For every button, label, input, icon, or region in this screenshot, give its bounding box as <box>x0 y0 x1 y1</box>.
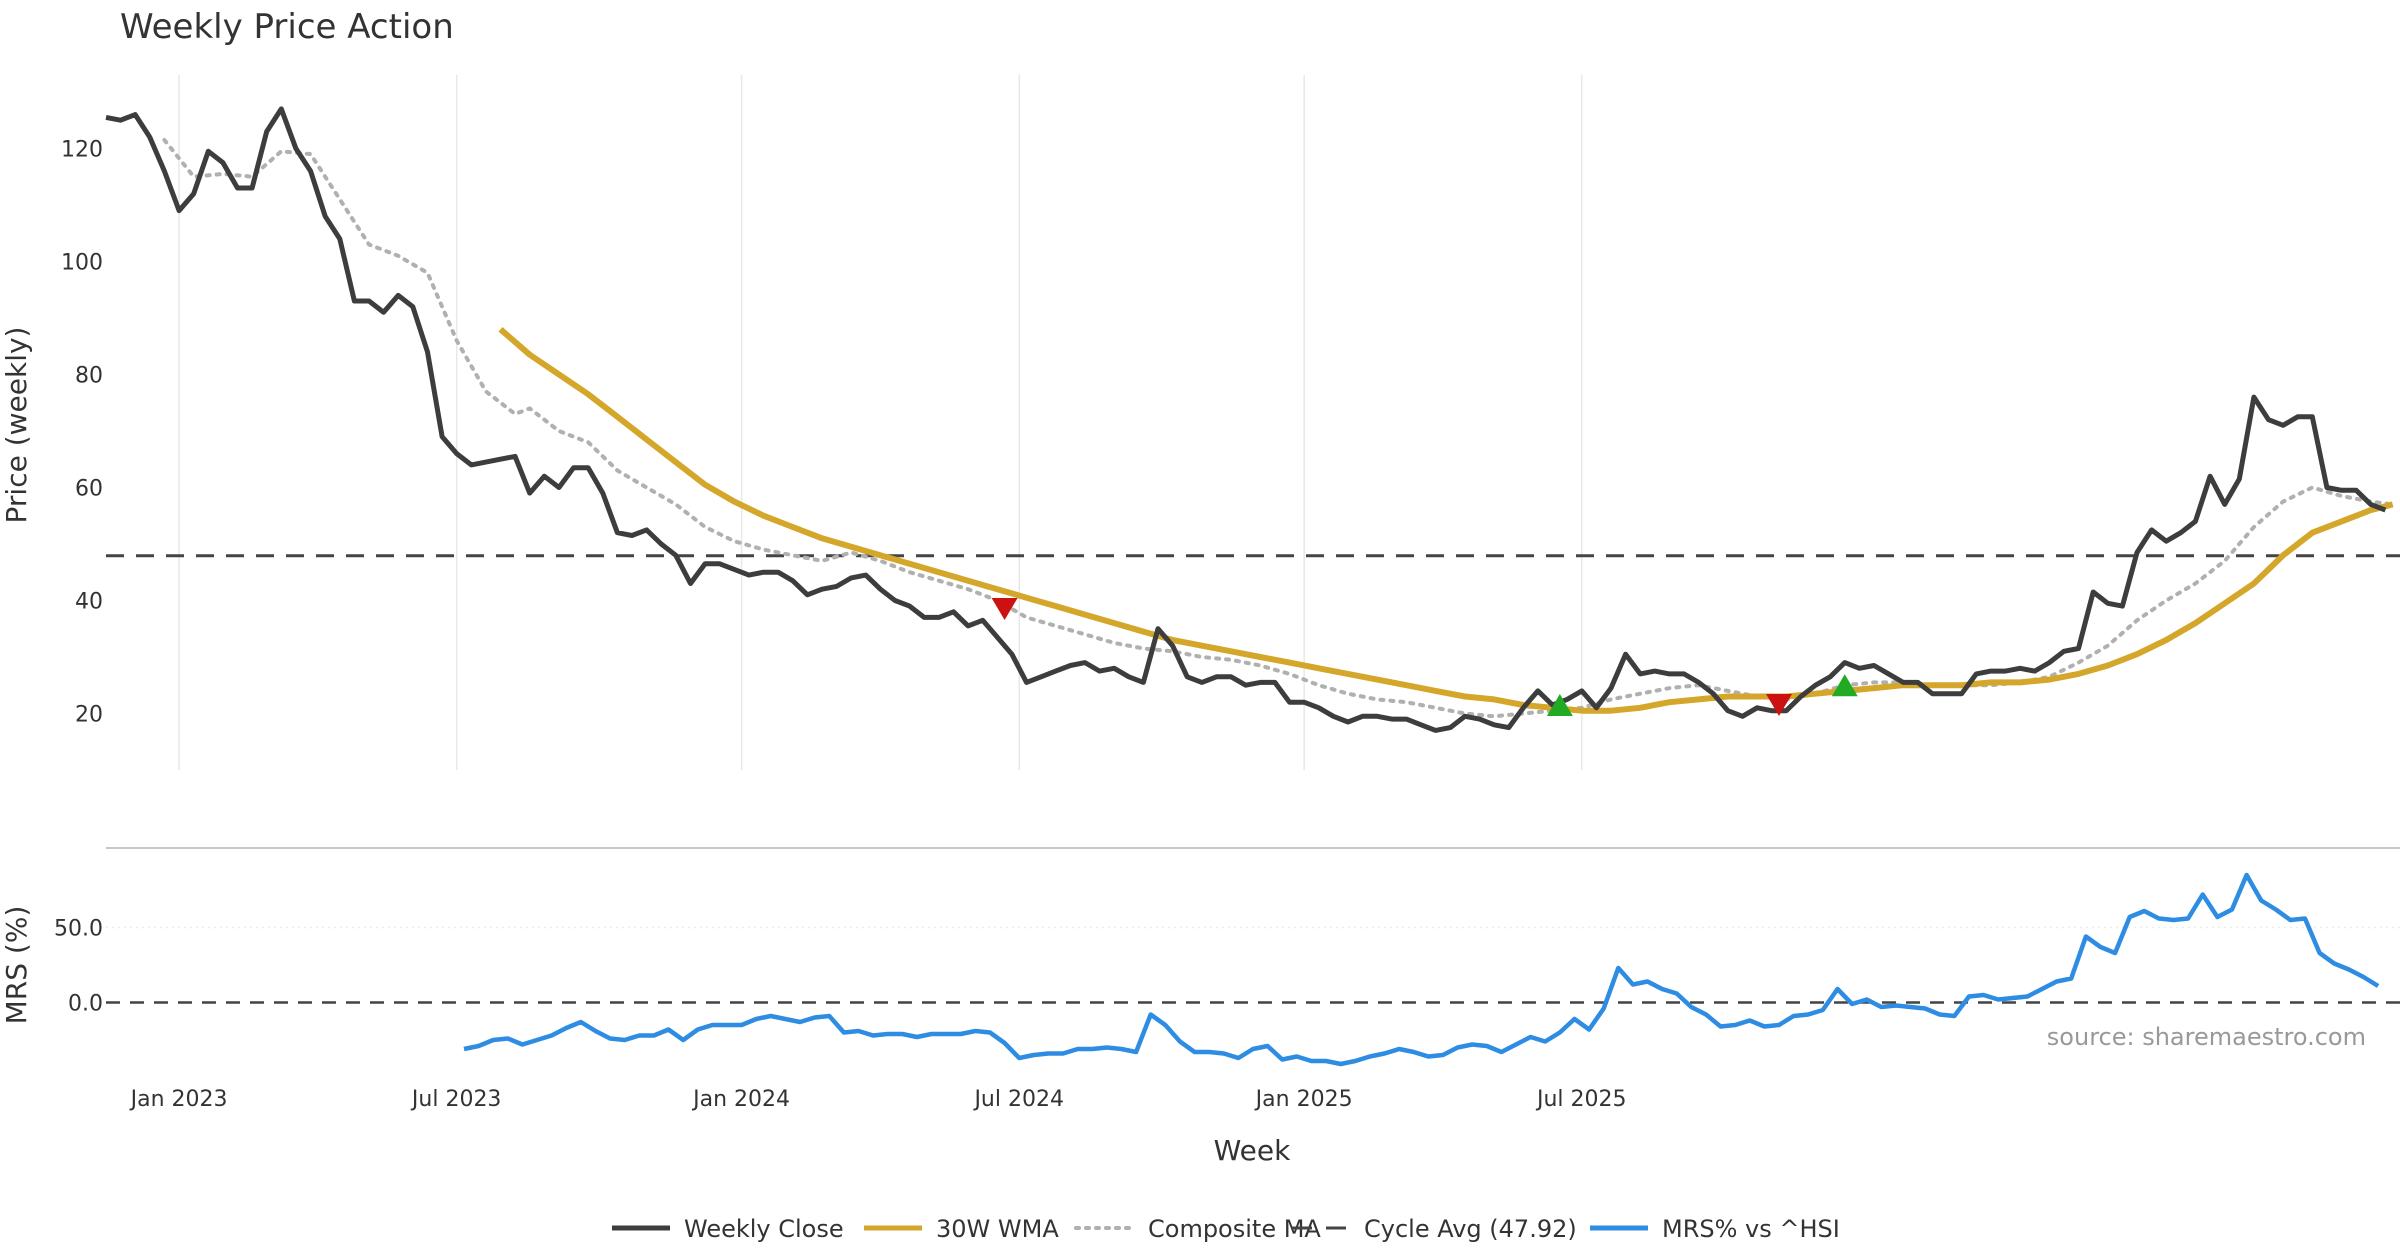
x-tick-label: Jan 2025 <box>1254 1087 1353 1112</box>
price-y-tick-label: 120 <box>61 137 103 162</box>
buy-signal-marker <box>1831 674 1858 697</box>
legend: Weekly Close 30W WMA Composite MA Cycle Avg… <box>612 1215 1840 1243</box>
price-y-tick-label: 80 <box>75 363 103 388</box>
wma-30w-series <box>498 327 2394 714</box>
chart-labels: Weekly Price Action Price (weekly) MRS (… <box>0 7 2366 1167</box>
legend-label: Weekly Close <box>684 1215 844 1243</box>
x-tick-label: Jul 2025 <box>1535 1087 1627 1112</box>
price-y-tick-label: 60 <box>75 476 103 501</box>
weekly-close-series <box>105 106 2387 733</box>
source-annotation: source: sharemaestro.com <box>2047 1023 2366 1051</box>
chart-title: Weekly Price Action <box>120 7 454 47</box>
mrs-panel <box>106 872 2400 1067</box>
legend-label: Cycle Avg (47.92) <box>1364 1215 1577 1243</box>
legend-label: MRS% vs ^HSI <box>1662 1215 1840 1243</box>
composite-ma-series <box>162 138 2395 719</box>
price-y-tick-label: 20 <box>75 702 103 727</box>
grid-lines <box>106 75 2400 849</box>
price-panel <box>105 106 2400 733</box>
sell-signal-marker <box>991 597 1018 620</box>
mrs-series <box>463 872 2380 1067</box>
price-y-tick-label: 100 <box>61 250 103 275</box>
sell-signal-marker <box>1766 694 1793 717</box>
x-tick-label: Jan 2023 <box>129 1087 228 1112</box>
mrs-y-tick-label: 50.0 <box>54 917 103 942</box>
mrs-y-axis-label: MRS (%) <box>0 906 33 1025</box>
x-tick-label: Jul 2023 <box>410 1087 502 1112</box>
price-y-tick-label: 40 <box>75 589 103 614</box>
x-tick-label: Jul 2024 <box>972 1087 1064 1112</box>
x-tick-label: Jan 2024 <box>691 1087 790 1112</box>
price-y-axis-label: Price (weekly) <box>0 327 33 524</box>
mrs-y-tick-label: 0.0 <box>68 992 103 1017</box>
legend-label: 30W WMA <box>936 1215 1059 1243</box>
x-axis-label: Week <box>1214 1134 1291 1167</box>
buy-signal-marker <box>1546 694 1573 717</box>
